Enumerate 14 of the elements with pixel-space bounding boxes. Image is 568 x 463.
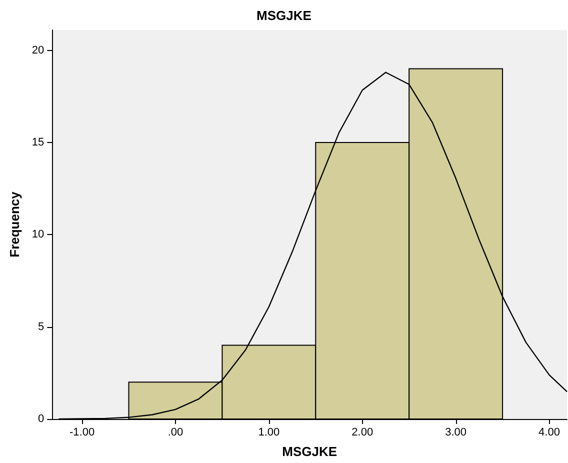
x-tick-label: 1.00 <box>258 426 280 438</box>
x-tick-label: -1.00 <box>70 426 95 438</box>
y-tick-label: 0 <box>38 413 44 425</box>
y-tick-label: 5 <box>38 320 44 333</box>
x-tick-label: 2.00 <box>352 426 374 438</box>
x-tick-label: 4.00 <box>538 426 560 438</box>
chart-title: MSGJKE <box>256 8 312 23</box>
x-axis-title: MSGJKE <box>282 444 338 459</box>
y-axis-title: Frequency <box>7 190 22 258</box>
y-tick-label: 15 <box>32 136 44 148</box>
y-tick-label: 20 <box>32 44 44 56</box>
x-tick-label: .00 <box>168 426 184 438</box>
x-tick-label: 3.00 <box>445 426 467 438</box>
y-tick-label: 10 <box>32 228 44 241</box>
